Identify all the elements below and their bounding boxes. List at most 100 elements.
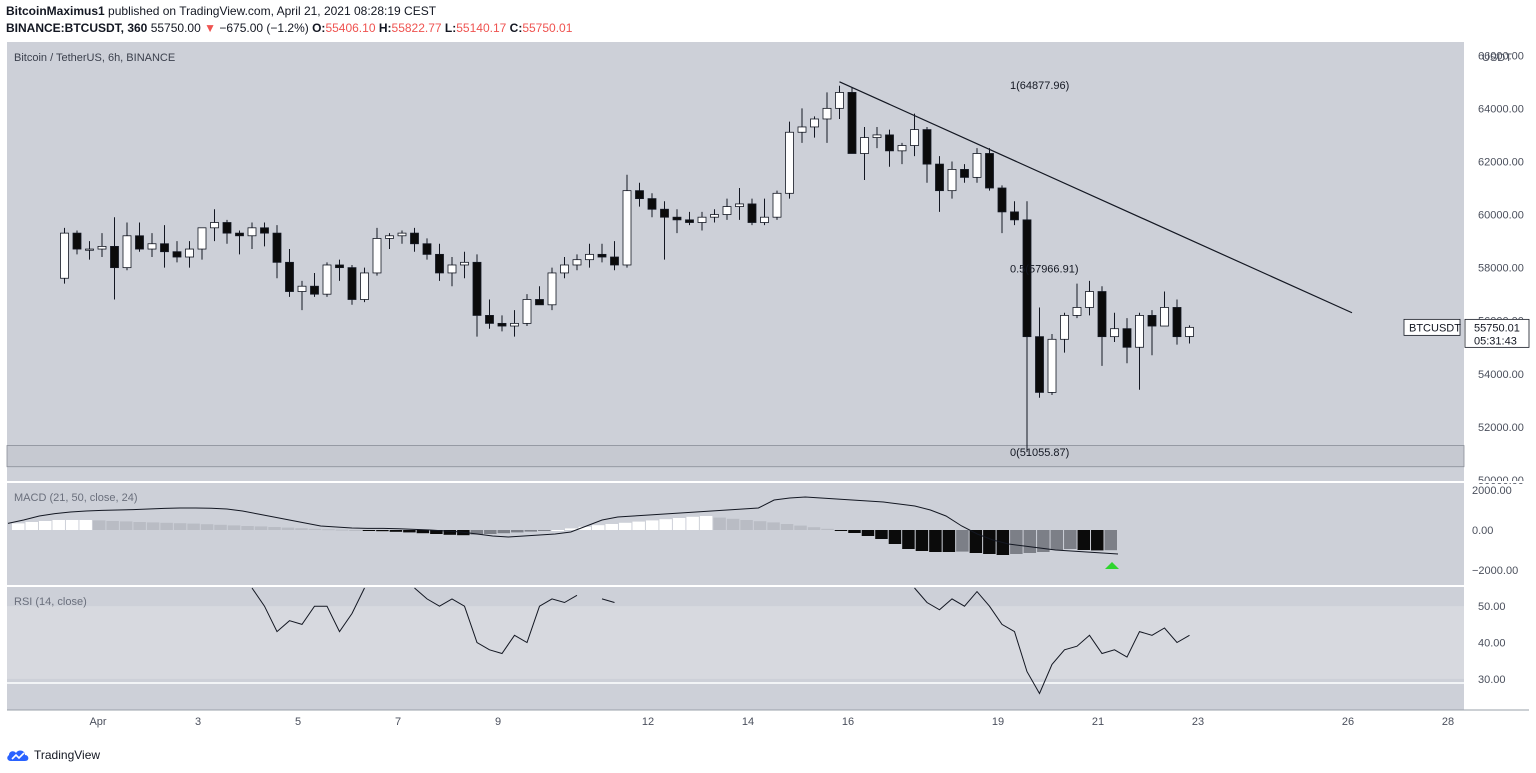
candlestick [1122,318,1132,364]
macd-histogram-bar [281,527,295,530]
y-tick-label: 58000.00 [1478,263,1524,275]
candle-up [385,235,394,239]
macd-histogram-bar [187,523,200,530]
author-name[interactable]: BitcoinMaximus1 [6,4,105,18]
macd-histogram-bar [322,529,335,531]
candle-down [310,285,319,295]
candlestick [635,182,644,207]
macd-histogram-bar [915,530,929,551]
fib-level-label: 0.5(57966.91) [1010,264,1079,276]
candle-up [860,137,869,154]
candle-up [97,245,107,250]
candlestick [447,257,457,287]
candle-up [697,216,707,223]
candle-down [435,253,444,274]
macd-histogram-bar [767,522,780,530]
candle-down [597,253,607,258]
x-tick-label: 12 [642,716,654,728]
symbol-text: BINANCE:BTCUSDT, 360 [6,21,148,35]
y-tick-label: 52000.00 [1478,422,1524,434]
candle-down [847,92,857,154]
candlestick [1010,201,1019,226]
candlestick [597,243,607,263]
candlestick [747,198,757,226]
candlestick [97,233,107,258]
macd-histogram-bar [146,522,160,530]
candlestick [185,241,194,268]
candle-down [1172,307,1182,338]
macd-histogram-bar [861,530,875,536]
candle-up [897,145,907,152]
macd-histogram-bar [160,522,173,530]
candlestick [622,174,632,268]
rsi-y-tick: 40.00 [1478,638,1506,650]
last-price-tag [1464,318,1530,348]
candle-up [572,259,582,266]
candlestick [660,201,669,260]
open-value: 55406.10 [325,21,376,35]
fib-level-label: 1(64877.96) [1010,80,1069,92]
candlestick [1035,307,1044,398]
macd-histogram-bar [699,516,713,530]
macd-histogram-bar [632,521,645,530]
candle-up [197,227,207,250]
candle-up [910,129,919,146]
candle-up [360,272,369,300]
rsi-y-tick: 30.00 [1478,674,1506,686]
close-value: 55750.01 [522,21,573,35]
rsi-line [251,587,365,633]
macd-histogram-bar [645,520,659,530]
macd-histogram-bar [834,530,848,531]
candlestick [172,241,182,263]
candlestick [160,225,169,268]
candlestick [135,222,144,252]
macd-histogram-bar [848,530,861,533]
candle-down [1022,219,1032,338]
macd-line [7,496,1119,555]
trendline [839,81,1353,314]
candlestick [560,257,569,279]
candle-down [1122,328,1132,348]
macd-histogram-bar [335,529,349,531]
candlestick [147,233,157,258]
candle-up [460,261,469,266]
candlestick [385,233,394,250]
candlestick [810,116,819,138]
candle-down [885,134,894,152]
macd-histogram-bar [659,519,672,530]
candle-down [997,187,1007,213]
close-label: C: [509,21,523,35]
macd-histogram-bar [538,530,551,531]
candle-down [285,261,294,292]
macd-histogram-bar [1050,530,1064,550]
symbol-tag [1403,318,1461,336]
macd-histogram-bar [672,518,686,530]
footer-brand[interactable]: TradingView [6,748,100,762]
macd-histogram-bar [551,530,564,531]
macd-histogram-bar [389,530,403,532]
candlestick [360,267,369,303]
last-price: 55750.00 [150,21,201,35]
candle-up [785,131,794,194]
down-arrow-icon: ▼ [204,21,216,35]
macd-histogram-bar [726,518,740,530]
candle-up [372,238,382,274]
candle-down [647,198,657,210]
y-tick-label: 62000.00 [1478,156,1524,168]
candlestick [910,113,919,157]
candlestick [347,264,357,305]
macd-histogram-bar [1077,530,1091,550]
support-band [6,445,1465,468]
candlestick [410,227,419,252]
candlestick [760,198,769,226]
macd-histogram-bar [1104,530,1117,551]
last-price-value: 55750.01 [1474,322,1520,334]
candle-up [622,190,632,266]
x-tick-label: 16 [842,716,854,728]
candle-up [447,264,457,274]
published-text: published on TradingView.com, April 21, … [108,4,437,18]
rsi-title: RSI (14, close) [14,596,87,608]
candle-up [1072,307,1082,316]
macd-histogram-bar [430,530,443,534]
